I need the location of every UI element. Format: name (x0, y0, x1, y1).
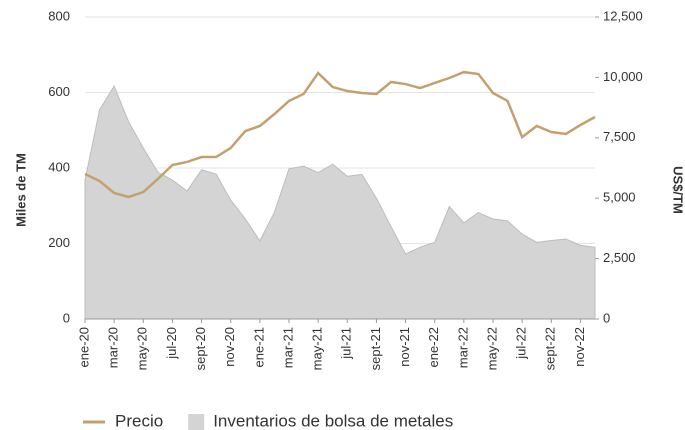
y2-tick-label: 5,000 (603, 190, 636, 205)
area (84, 84, 596, 320)
x-tick-label: nov-20 (222, 327, 237, 367)
x-tick-label: jul-22 (514, 327, 529, 360)
y-tick-label: 400 (48, 159, 70, 174)
y2-tick-label: 7,500 (603, 129, 636, 144)
y2-tick-label: 2,500 (603, 250, 636, 265)
y-tick-label: 0 (63, 310, 70, 325)
y-tick-label: 600 (48, 84, 70, 99)
y-tick-label: 800 (48, 8, 70, 23)
x-tick-label: sept-20 (193, 327, 208, 370)
y2-tick-label: 12,500 (603, 8, 643, 23)
y2-tick-label: 0 (603, 310, 610, 325)
x-tick-label: may-20 (135, 327, 150, 370)
x-tick-label: nov-22 (572, 327, 587, 367)
legend-swatch (188, 414, 205, 430)
x-tick-label: mar-21 (280, 327, 295, 368)
legend-label: Precio (115, 411, 163, 430)
x-tick-label: may-22 (484, 327, 499, 370)
x-tick-label: ene-22 (426, 327, 441, 367)
x-tick-label: may-21 (310, 327, 325, 370)
y2-axis-label: US$/TM (671, 166, 685, 214)
y2-tick-label: 10,000 (603, 69, 643, 84)
x-tick-label: jul-20 (164, 327, 179, 360)
x-tick-label: nov-21 (397, 327, 412, 367)
x-tick-label: mar-20 (106, 327, 121, 368)
x-tick-label: ene-21 (251, 327, 266, 367)
y-axis-label: Miles de TM (13, 153, 28, 227)
x-tick-label: mar-22 (455, 327, 470, 368)
x-tick-label: sept-21 (368, 327, 383, 370)
line (84, 70, 596, 199)
x-tick-label: sept-22 (543, 327, 558, 370)
x-tick-label: ene-20 (76, 327, 91, 367)
y-tick-label: 200 (48, 235, 70, 250)
x-tick-label: jul-21 (339, 327, 354, 360)
legend-label: Inventarios de bolsa de metales (213, 411, 453, 430)
